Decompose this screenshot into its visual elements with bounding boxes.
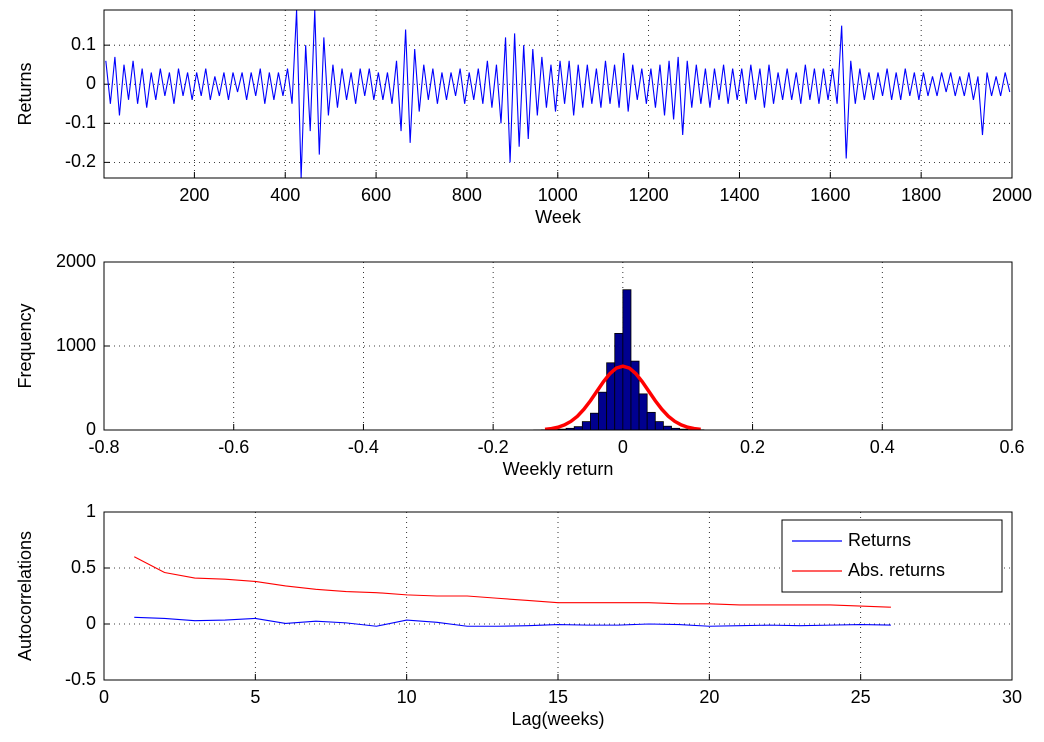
x-tick-label: 1000 [538,185,578,205]
axes-box [103,511,1013,681]
histogram-bar [590,412,599,430]
y-axis-label: Autocorrelations [15,531,35,661]
subplot: 200 400 600 800 1000 1200 1400 1600 1800 2000 -0.2… [15,9,1032,227]
x-tick-label: 800 [452,185,482,205]
y-tick-label: 1 [86,501,96,521]
plot-area [104,262,1012,430]
histogram-bar [646,411,656,430]
histogram-bar [614,332,624,430]
x-tick-label: -0.8 [88,437,119,457]
y-axis-label: Frequency [15,303,35,388]
y-tick-label: -0.1 [65,112,96,132]
x-tick-label: -0.2 [478,437,509,457]
x-tick-label: 1800 [901,185,941,205]
x-tick-label: 30 [1002,687,1022,707]
x-axis-label: Lag(weeks) [511,709,604,729]
x-tick-label: 1600 [810,185,850,205]
legend-label: Returns [848,530,911,550]
y-tick-label: -0.2 [65,151,96,171]
x-tick-label: 0 [99,687,109,707]
plot-marks [134,556,891,627]
histogram-bar [581,421,591,430]
y-tick-label: 2000 [56,251,96,271]
histogram-bar [654,421,664,430]
subplot: -0.8 -0.6 -0.4 -0.2 0 0.2 0.4 0.6 0 1000 2000 Weekl… [15,251,1025,479]
subplot: 0 5 10 15 20 25 30-0.500.51Lag(weeks)Autocorre… [15,501,1022,729]
y-axis-label: Returns [15,62,35,125]
y-tick-label: 0.5 [71,557,96,577]
y-tick-label: -0.5 [65,669,96,689]
histogram-bar [662,425,672,430]
y-tick-label: 0 [86,613,96,633]
x-tick-label: 15 [548,687,568,707]
x-tick-label: 600 [361,185,391,205]
histogram-bar [638,393,648,430]
x-axis-label: Week [535,207,582,227]
y-tick-label: 0.1 [71,34,96,54]
histogram-bar [573,426,583,430]
axes-box [103,261,1013,431]
legend-box [781,519,1003,593]
histogram-bar [622,289,632,430]
x-tick-label: 5 [250,687,260,707]
x-tick-label: 10 [397,687,417,707]
y-tick-label: 0 [86,73,96,93]
axes-box [103,9,1013,179]
x-tick-label: 1400 [719,185,759,205]
x-tick-label: 2000 [992,185,1032,205]
x-axis-label: Weekly return [503,459,614,479]
x-tick-label: 1200 [629,185,669,205]
legend-label: Abs. returns [848,560,945,580]
plot-marks [105,10,1011,178]
x-tick-label: 20 [699,687,719,707]
series-line [105,10,1011,178]
series-line [544,364,701,430]
y-tick-label: 1000 [56,335,96,355]
x-tick-label: 200 [179,185,209,205]
x-tick-label: 0 [618,437,628,457]
x-tick-label: -0.6 [218,437,249,457]
x-tick-label: 25 [851,687,871,707]
histogram-bar [598,391,608,430]
x-tick-label: -0.4 [348,437,379,457]
series-line [134,616,891,627]
x-tick-label: 0.6 [999,437,1024,457]
x-tick-label: 0.4 [870,437,895,457]
y-tick-label: 0 [86,419,96,439]
series-line [134,556,891,608]
x-tick-label: 400 [270,185,300,205]
x-tick-label: 0.2 [740,437,765,457]
